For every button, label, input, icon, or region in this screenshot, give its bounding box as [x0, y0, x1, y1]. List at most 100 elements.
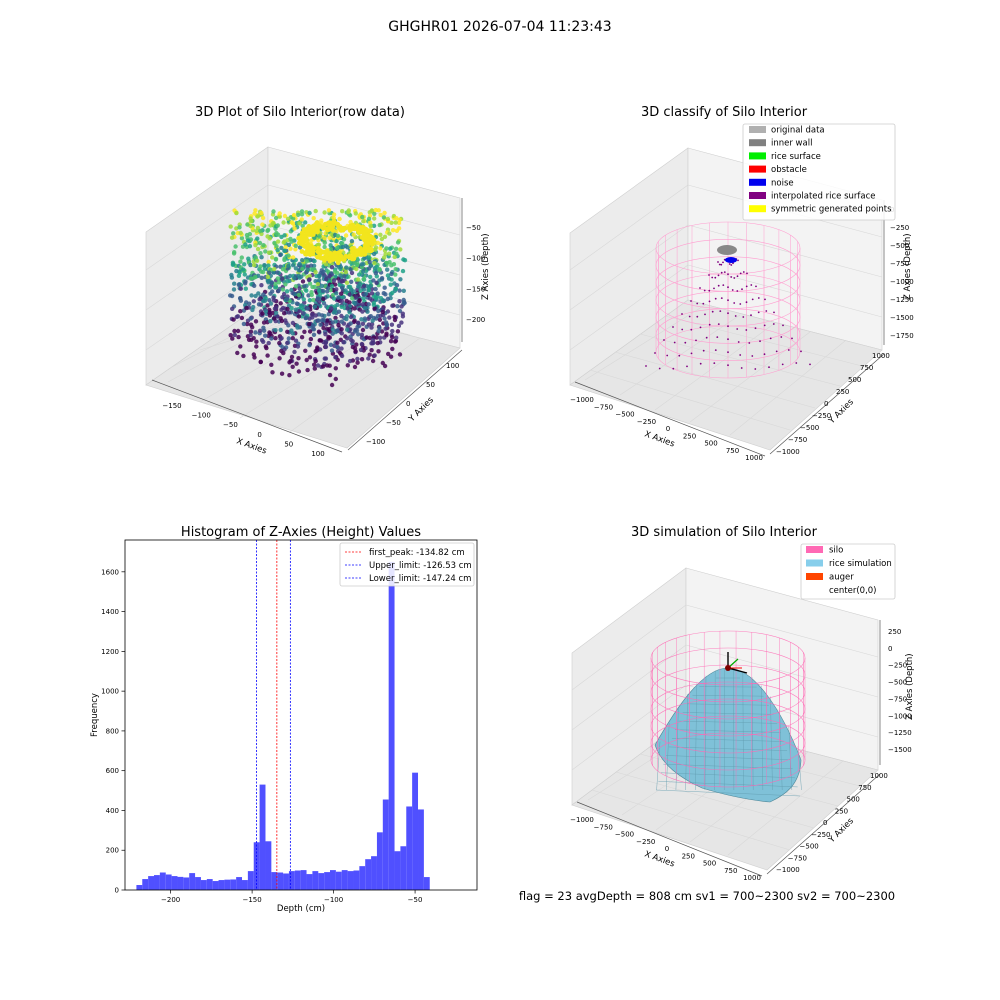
raw-point — [378, 296, 384, 301]
histogram-bar — [277, 872, 284, 890]
simulation-z-tick: −750 — [888, 695, 907, 703]
histogram-bar — [259, 784, 266, 890]
interpolated-point — [739, 303, 742, 305]
raw-point — [309, 267, 314, 272]
histogram-bar — [418, 809, 424, 890]
raw-point — [241, 321, 247, 327]
histogram-bar — [142, 879, 149, 890]
raw-point — [299, 305, 304, 310]
interpolated-point — [654, 352, 656, 354]
raw-point — [267, 313, 273, 318]
interpolated-point — [736, 290, 739, 292]
raw-point — [335, 328, 340, 333]
raw-point — [335, 245, 340, 251]
raw-point — [329, 382, 335, 388]
legend-swatch — [749, 192, 766, 199]
interpolated-point — [742, 271, 745, 273]
interpolated-point — [717, 274, 720, 277]
raw-point — [388, 354, 394, 359]
raw-point — [329, 283, 335, 289]
interpolated-point — [666, 354, 669, 357]
raw-point — [364, 233, 370, 238]
raw-point — [327, 273, 332, 279]
raw-point — [380, 360, 385, 366]
raw-point — [296, 356, 301, 361]
mesh-line — [687, 703, 769, 706]
raw-point — [305, 306, 310, 311]
raw-point — [357, 298, 362, 304]
raw-point — [307, 277, 312, 282]
interpolated-point — [787, 349, 790, 351]
raw-point — [393, 246, 399, 251]
raw-point — [308, 238, 314, 243]
raw-x-tick: 0 — [257, 431, 261, 439]
raw-point — [279, 318, 285, 324]
interpolated-point — [708, 274, 710, 276]
raw-point — [267, 285, 273, 290]
raw-point — [267, 270, 272, 275]
raw-point — [252, 355, 257, 360]
histogram-panel: Histogram of Z-Axies (Height) Values −20… — [90, 525, 478, 914]
raw-point — [383, 292, 388, 297]
interpolated-point — [748, 342, 751, 344]
interpolated-point — [681, 328, 684, 331]
raw-point — [314, 273, 319, 279]
raw-point — [277, 356, 282, 361]
raw-point — [389, 322, 395, 327]
raw-point — [370, 341, 375, 346]
raw-point — [286, 242, 292, 248]
legend-swatch — [806, 573, 823, 580]
raw-point — [393, 267, 398, 272]
raw-point — [366, 356, 371, 361]
raw-point — [296, 369, 302, 374]
classify-y-tick: 250 — [836, 388, 849, 396]
raw-point — [287, 373, 292, 378]
raw-point — [376, 349, 381, 354]
raw-point — [397, 352, 403, 357]
raw-x-tick: −150 — [162, 402, 181, 410]
raw-point — [297, 221, 302, 226]
raw-point — [399, 320, 404, 325]
raw-point — [259, 275, 264, 280]
figure-suptitle: GHGHR01 2026-07-04 11:23:43 — [388, 19, 611, 35]
raw-point — [273, 215, 279, 221]
histogram-bar — [312, 871, 319, 890]
raw-point — [262, 263, 267, 268]
raw-point — [275, 232, 281, 237]
raw-point — [333, 315, 338, 321]
raw-point — [394, 335, 399, 340]
raw-point — [236, 282, 241, 287]
interpolated-point — [720, 271, 723, 274]
raw-point — [327, 363, 332, 368]
raw-point — [275, 270, 280, 275]
raw-point — [352, 364, 358, 370]
classify-x-tick: −500 — [615, 411, 634, 419]
raw-point — [347, 292, 352, 297]
raw-point — [395, 240, 401, 245]
x-tick-label: −100 — [324, 896, 343, 904]
interpolated-point — [750, 284, 753, 286]
raw-point — [349, 279, 354, 284]
raw-point — [396, 323, 402, 329]
simulation-y-label: Y Axies — [826, 816, 856, 846]
raw-point — [351, 232, 356, 237]
interpolated-point — [696, 302, 699, 305]
raw-point — [360, 302, 365, 307]
raw-point — [268, 319, 273, 324]
histogram-title: Histogram of Z-Axies (Height) Values — [181, 525, 421, 540]
raw-point — [390, 228, 396, 233]
raw-point — [377, 317, 383, 322]
histogram-reference-lines — [256, 540, 291, 890]
interpolated-point — [809, 363, 811, 366]
histogram-bar — [242, 880, 248, 890]
classify-x-tick: 750 — [726, 447, 739, 455]
raw-point — [349, 270, 355, 276]
raw-point — [305, 367, 310, 373]
noise-cluster — [725, 257, 737, 263]
raw-point — [323, 356, 329, 361]
raw-point — [397, 308, 403, 314]
simulation-z-tick: 250 — [888, 628, 901, 636]
raw-point — [308, 336, 314, 342]
raw-point — [279, 371, 285, 376]
raw-point — [266, 259, 271, 265]
